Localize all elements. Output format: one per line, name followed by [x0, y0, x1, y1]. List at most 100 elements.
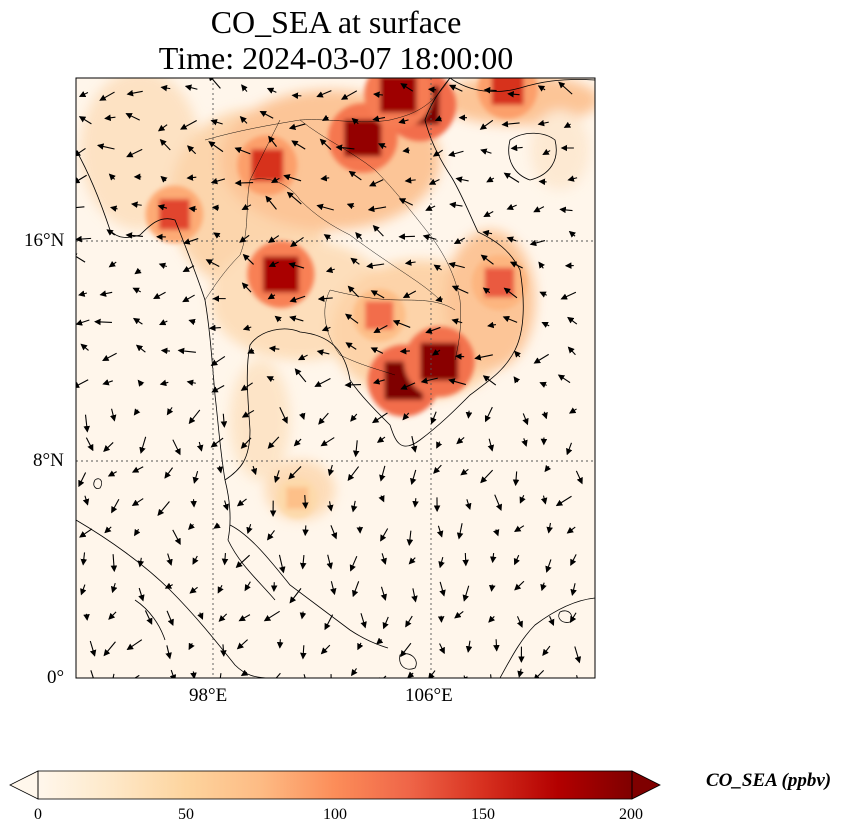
- wind-arrow: [211, 204, 220, 212]
- coastline-gulf-thailand: [224, 78, 524, 481]
- wind-arrow: [454, 353, 465, 360]
- wind-arrow: [400, 642, 412, 658]
- wind-arrow: [219, 673, 222, 678]
- wind-arrow: [137, 379, 145, 387]
- wind-arrow: [380, 553, 387, 565]
- wind-arrow: [465, 499, 472, 511]
- wind-arrow: [159, 138, 171, 151]
- map-panel: [76, 78, 595, 678]
- wind-arrow: [514, 350, 521, 358]
- wind-arrow: [327, 464, 335, 477]
- wind-arrow: [188, 642, 195, 651]
- wind-arrow: [560, 291, 577, 300]
- wind-arrow: [126, 148, 143, 158]
- wind-arrow: [188, 522, 195, 531]
- wind-arrow: [352, 440, 360, 458]
- wind-arrow: [160, 84, 171, 92]
- wind-arrow: [350, 668, 358, 677]
- wind-arrow: [533, 669, 545, 678]
- wind-arrow: [108, 611, 117, 620]
- wind-arrow: [488, 584, 496, 592]
- wind-arrow: [439, 581, 446, 597]
- wind-arrow: [537, 119, 549, 127]
- wind-arrow: [462, 585, 470, 602]
- wind-arrow: [273, 470, 281, 483]
- wind-arrow: [546, 522, 553, 534]
- hotspot-core: [420, 342, 459, 381]
- wind-arrow: [566, 442, 573, 456]
- wind-arrow: [451, 285, 469, 294]
- wind-arrow: [132, 287, 141, 294]
- wind-arrow: [166, 407, 174, 416]
- wind-arrow: [111, 498, 120, 514]
- wind-arrow: [541, 321, 550, 328]
- lon-tick-106e: 106°E: [405, 685, 453, 706]
- wind-arrow: [183, 238, 199, 245]
- wind-arrow: [240, 669, 249, 677]
- wind-arrow: [428, 178, 440, 185]
- wind-arrow: [448, 261, 465, 269]
- wind-arrow: [288, 466, 302, 480]
- wind-arrow: [454, 610, 464, 619]
- wind-arrow: [372, 378, 385, 385]
- wind-arrow: [182, 294, 195, 303]
- wind-arrow: [434, 115, 443, 122]
- wind-arrow: [420, 377, 438, 384]
- wind-arrow: [570, 583, 577, 597]
- wind-arrow: [157, 204, 168, 211]
- wind-arrow: [102, 352, 117, 361]
- wind-arrow: [169, 669, 177, 678]
- wind-arrow: [456, 523, 464, 540]
- wind-arrow: [407, 671, 415, 678]
- wind-arrow: [370, 347, 384, 354]
- wind-arrow: [83, 414, 91, 433]
- wind-arrow: [205, 259, 220, 267]
- wind-arrow: [453, 237, 466, 244]
- wind-arrow: [144, 610, 153, 625]
- wind-arrow: [541, 411, 548, 420]
- wind-arrow: [79, 528, 93, 538]
- wind-arrow: [314, 378, 331, 387]
- wind-arrow: [345, 342, 357, 350]
- wind-arrow: [220, 413, 228, 428]
- wind-arrow: [398, 198, 414, 206]
- wind-arrow: [480, 469, 494, 484]
- wind-arrow: [259, 110, 274, 119]
- hotspot-core: [380, 78, 417, 113]
- wind-arrow: [125, 113, 140, 121]
- wind-arrow: [135, 344, 146, 353]
- border-myanmar-thailand: [204, 119, 281, 301]
- wind-arrow: [177, 347, 196, 355]
- wind-arrow: [241, 203, 252, 210]
- wind-arrow: [398, 117, 409, 125]
- wind-arrow: [402, 412, 410, 421]
- wind-arrow: [213, 522, 221, 529]
- wind-arrow: [366, 262, 385, 269]
- hotspot-core: [262, 256, 299, 293]
- wind-arrow: [482, 229, 493, 237]
- wind-arrow: [78, 116, 92, 125]
- wind-arrow: [182, 265, 195, 272]
- wind-arrow: [326, 554, 333, 570]
- wind-arrow: [274, 315, 282, 323]
- wind-arrow: [265, 195, 277, 210]
- wind-arrow: [474, 354, 493, 361]
- wind-arrow: [216, 465, 224, 474]
- wind-arrow: [110, 554, 118, 573]
- wind-arrow: [133, 408, 141, 416]
- wind-arrow: [208, 78, 221, 89]
- wind-arrow: [448, 84, 463, 92]
- wind-arrow: [158, 262, 167, 270]
- wind-arrow: [461, 675, 468, 678]
- wind-arrow: [465, 410, 473, 419]
- wind-arrow: [425, 326, 441, 334]
- wind-arrow: [540, 495, 548, 505]
- wind-arrow: [431, 349, 441, 356]
- wind-arrow: [103, 641, 116, 657]
- colorbar-tick-200: 200: [619, 806, 643, 823]
- wind-arrow: [372, 115, 386, 122]
- wind-arrow: [318, 412, 329, 425]
- wind-arrow: [519, 495, 526, 504]
- wind-arrow: [319, 138, 332, 150]
- wind-arrow: [186, 379, 196, 386]
